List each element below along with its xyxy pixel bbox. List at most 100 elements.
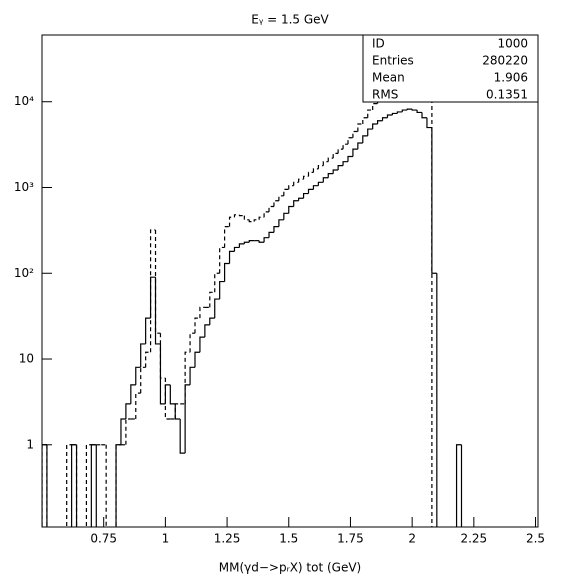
- histogram-step: [431, 127, 437, 274]
- histogram-step: [120, 418, 126, 445]
- y-tick-label: 10²: [14, 266, 34, 280]
- histogram-step: [386, 114, 393, 118]
- x-tick-label: 2.5: [526, 532, 545, 546]
- plot-frame: [41, 34, 539, 528]
- histogram-step: [283, 212, 289, 220]
- histogram-step: [302, 175, 309, 180]
- x-tick-label: 2: [408, 532, 416, 546]
- histogram-step: [347, 137, 353, 145]
- histogram-step: [307, 171, 314, 177]
- histogram-step: [377, 120, 383, 125]
- histogram-step: [149, 229, 156, 353]
- histogram-step: [115, 444, 121, 527]
- x-axis-label: MM(γd−>pᵣX) tot (GeV): [219, 561, 361, 575]
- histogram-step: [460, 444, 463, 527]
- histogram-step: [219, 280, 225, 300]
- stats-box: ID 1000 Entries 280220 Mean 1.906 RMS 0.1351: [362, 34, 539, 103]
- histogram-step: [140, 343, 146, 368]
- histogram-step: [224, 226, 230, 248]
- histogram-step: [342, 161, 348, 166]
- histogram-step: [228, 216, 235, 227]
- x-tick-label: 1: [162, 532, 170, 546]
- histogram-step: [125, 418, 131, 445]
- histogram-step: [169, 384, 176, 405]
- histogram-step: [174, 403, 181, 420]
- stats-value: 0.1351: [486, 88, 528, 102]
- histogram-step: [233, 246, 240, 252]
- histogram-step: [243, 215, 250, 221]
- histogram-step: [391, 112, 398, 116]
- histogram-step: [298, 197, 304, 201]
- histogram-step: [42, 444, 47, 527]
- histogram-step: [337, 165, 344, 170]
- histogram-step: [312, 168, 319, 173]
- histogram-step: [293, 200, 299, 207]
- histogram-step: [95, 444, 97, 527]
- histogram-step: [154, 277, 161, 345]
- histogram-step: [130, 384, 136, 404]
- histogram-step: [189, 332, 195, 353]
- histogram-step: [362, 117, 368, 125]
- histogram-step: [288, 185, 294, 190]
- histogram-step: [243, 241, 250, 244]
- histogram-step: [145, 317, 151, 344]
- histogram-step: [327, 173, 334, 178]
- histogram-step: [436, 273, 438, 527]
- histogram-step: [204, 324, 210, 338]
- stats-value: 1.906: [494, 71, 528, 85]
- histogram-step: [224, 262, 230, 282]
- x-tick-label: 0.75: [90, 532, 117, 546]
- stats-label: ID: [372, 37, 385, 51]
- histogram-step: [293, 181, 299, 186]
- histogram-step: [302, 192, 309, 199]
- histogram-step: [322, 177, 329, 183]
- histogram-step: [332, 169, 339, 174]
- histogram-step: [238, 243, 245, 248]
- histogram-step: [327, 157, 334, 162]
- histogram-step: [273, 200, 279, 207]
- histogram-step: [362, 135, 368, 144]
- histogram-step: [406, 108, 413, 111]
- histogram-step: [85, 444, 92, 527]
- histogram-step: [189, 366, 195, 385]
- histogram-step: [199, 336, 205, 353]
- histogram-step: [140, 366, 146, 394]
- histogram-step: [66, 444, 72, 527]
- histogram-step: [278, 195, 284, 201]
- histogram-step: [174, 403, 181, 419]
- histogram-step: [258, 216, 265, 220]
- histogram-step: [75, 444, 78, 527]
- histogram-step: [431, 91, 433, 527]
- histogram-step: [179, 418, 186, 454]
- x-tick-label: 1.25: [214, 532, 241, 546]
- chart-title: Eᵧ = 1.5 GeV: [251, 13, 329, 27]
- histogram-step: [233, 214, 240, 218]
- histogram-step: [312, 185, 319, 190]
- histogram-step: [214, 272, 220, 293]
- histogram-step: [125, 403, 131, 419]
- histogram-step: [401, 109, 408, 112]
- histogram-step: [214, 298, 220, 319]
- histogram-step: [357, 142, 363, 150]
- histogram-step: [154, 229, 161, 334]
- histogram-step: [307, 188, 314, 194]
- histogram-step: [352, 130, 358, 138]
- histogram-step: [273, 226, 279, 233]
- histogram-step: [238, 214, 245, 217]
- histogram-step: [278, 219, 284, 227]
- histogram-step: [263, 211, 270, 218]
- histogram-step: [46, 444, 48, 527]
- histogram-step: [209, 317, 215, 325]
- histogram-step: [372, 123, 378, 130]
- y-tick-label: 1: [26, 437, 34, 451]
- histogram-step: [46, 444, 48, 527]
- plot-area: [42, 60, 463, 527]
- histogram-step: [184, 384, 191, 454]
- y-tick-label: 10³: [14, 180, 34, 194]
- histogram-step: [248, 240, 255, 243]
- histogram-step: [367, 128, 373, 136]
- stats-value: 280220: [482, 54, 528, 68]
- histogram-step: [71, 444, 77, 527]
- histogram-step: [228, 250, 235, 264]
- histogram-step: [209, 291, 215, 308]
